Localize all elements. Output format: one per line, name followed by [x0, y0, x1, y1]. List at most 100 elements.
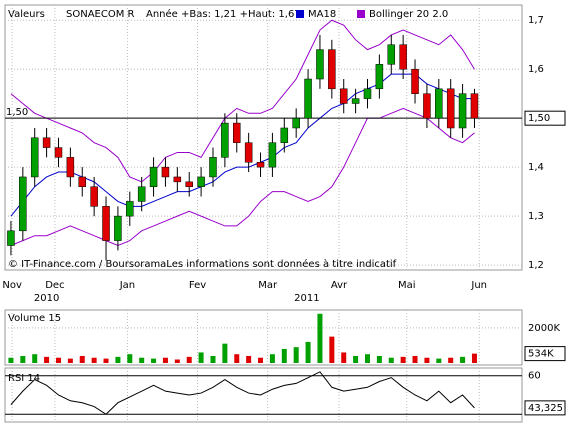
volume-bar: [364, 354, 370, 363]
y-tick-label: 1,7: [528, 15, 544, 26]
ma-line: [10, 73, 475, 217]
volume-bar: [448, 357, 454, 363]
volume-bar: [376, 355, 382, 363]
symbol: SONAECOM R: [66, 9, 135, 20]
volume-bar: [258, 357, 264, 363]
volume-bar: [67, 358, 73, 363]
legend-swatch: [296, 10, 304, 18]
volume-bar: [412, 355, 418, 363]
volume-bar: [103, 358, 109, 363]
volume-bar: [151, 358, 157, 363]
y-tick-label: 1,3: [528, 211, 544, 222]
candle-body: [197, 176, 205, 187]
annotation: © IT-Finance.com / BoursoramaLes informa…: [8, 258, 397, 270]
candle-body: [126, 201, 134, 217]
candle-body: [328, 49, 336, 90]
y-tick-label: 1,2: [528, 260, 544, 271]
year-label: 2010: [34, 293, 59, 304]
volume-bar: [317, 313, 323, 363]
bollinger-upper: [10, 19, 475, 183]
volume-bar: [269, 354, 275, 363]
candle-body: [66, 157, 75, 178]
range-text: Année +Bas: 1,21 +Haut: 1,67: [146, 8, 301, 20]
rsi-line: [10, 371, 475, 415]
candle-body: [423, 93, 431, 119]
year-label: 2011: [294, 293, 319, 304]
header-label: Valeurs: [8, 9, 45, 20]
x-tick-label: Jun: [470, 280, 487, 291]
candle-body: [256, 162, 265, 168]
ref-value-box: [524, 110, 566, 126]
candle-body: [363, 88, 372, 99]
volume-bar: [424, 357, 430, 363]
volume-bar: [305, 341, 311, 363]
volume-bar: [293, 347, 299, 363]
main-frame: [4, 4, 523, 271]
candle-body: [209, 157, 217, 178]
volume-bar: [198, 352, 204, 363]
volume-frame: [4, 309, 523, 366]
candle-body: [399, 44, 407, 70]
volume-bar: [329, 336, 335, 363]
panel-title: RSI 14: [8, 373, 40, 384]
volume-bar: [139, 357, 145, 363]
volume-bar: [174, 359, 180, 363]
candle-body: [185, 181, 193, 187]
rsi-frame: [4, 367, 523, 423]
last-volume: 534K: [528, 349, 554, 360]
x-tick-label: Fev: [189, 280, 206, 291]
candle-body: [280, 127, 289, 143]
volume-bar: [162, 357, 168, 363]
candle-body: [470, 93, 479, 119]
candle-body: [173, 176, 182, 183]
x-tick-label: Mar: [258, 280, 278, 291]
legend-entry: Bollinger 20 2.0: [369, 9, 448, 20]
y-tick-label: 1,6: [528, 64, 544, 75]
candle-body: [19, 176, 27, 232]
candle-body: [161, 166, 170, 178]
candle-body: [233, 122, 241, 143]
candle-body: [149, 166, 158, 187]
ref-label: 1,50: [6, 107, 28, 118]
y-tick-label: 60: [528, 371, 541, 382]
candle-body: [446, 88, 455, 129]
volume-bar: [55, 357, 61, 363]
candle-body: [339, 88, 348, 104]
volume-bar: [127, 354, 133, 363]
y-tick-label: 1,4: [528, 162, 544, 173]
volume-bar: [32, 354, 38, 363]
candle-body: [102, 206, 110, 241]
volume-bar: [91, 357, 97, 363]
volume-bar: [8, 357, 14, 363]
candle-body: [221, 122, 229, 158]
x-tick-label: Avr: [331, 280, 348, 291]
candle-body: [137, 186, 146, 202]
volume-bar: [20, 355, 26, 363]
candle-body: [244, 142, 253, 163]
bollinger-lower: [10, 107, 475, 247]
candle-body: [304, 78, 312, 119]
volume-bar: [234, 354, 240, 363]
volume-bar: [44, 356, 50, 363]
candle-body: [90, 186, 98, 207]
volume-bar: [436, 358, 442, 363]
candle-body: [78, 176, 87, 187]
candle-body: [411, 68, 419, 94]
y-tick-label: 2000K: [528, 323, 560, 334]
candle-body: [42, 137, 51, 148]
candle-body: [292, 117, 300, 129]
candle-body: [435, 88, 443, 119]
last-rsi-box: [524, 400, 566, 416]
candle-body: [30, 137, 39, 178]
volume-bar: [388, 357, 394, 363]
candle-body: [316, 49, 324, 80]
candle-body: [458, 93, 467, 129]
volume-bar: [400, 356, 406, 363]
candle-body: [387, 44, 396, 65]
ref-value: 1,50: [528, 113, 550, 124]
x-tick-label: Dec: [45, 280, 64, 291]
candle-body: [375, 64, 384, 90]
candle-body: [268, 142, 277, 168]
x-tick-label: Nov: [2, 280, 22, 291]
